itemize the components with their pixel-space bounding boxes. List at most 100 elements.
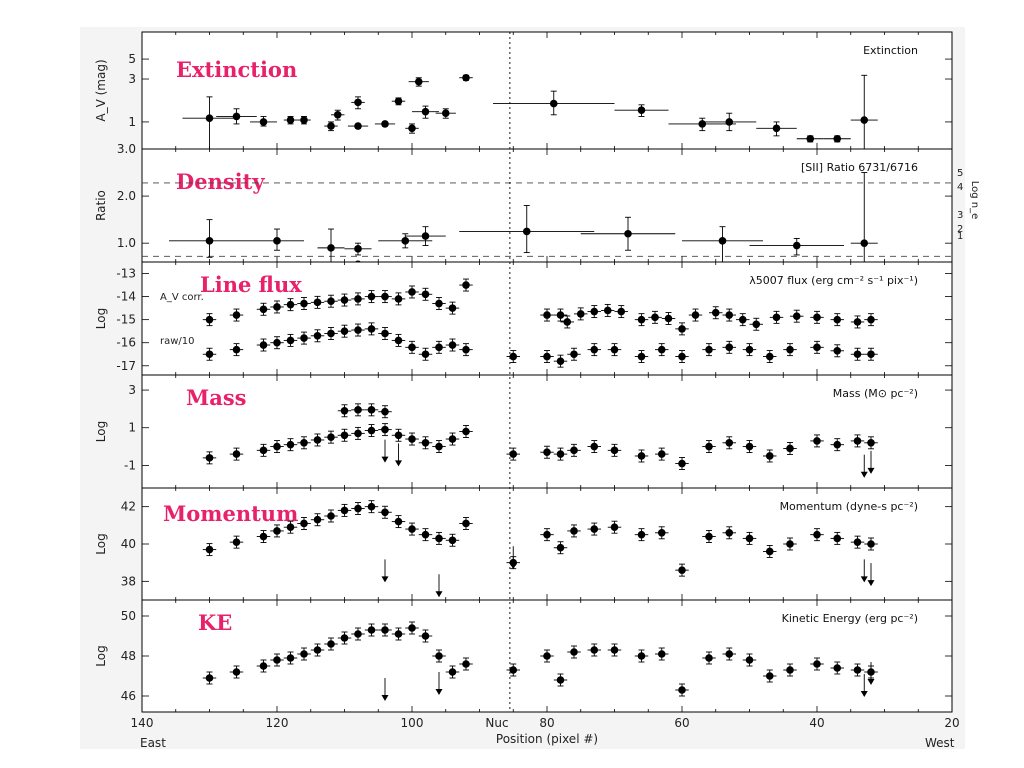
data-point: [556, 357, 565, 365]
panel-density: 1.0 2.0 3.0 Ratio [SII] Ratio 6731/6716 Densi…: [94, 142, 980, 269]
y-tick-label: 2.0: [117, 189, 136, 203]
data-point: [401, 237, 410, 245]
data-point: [637, 652, 646, 660]
data-point: [340, 406, 349, 415]
panel-frame: [141, 374, 953, 489]
data-point: [448, 341, 457, 349]
data-point: [563, 318, 572, 326]
overlay-label: Line flux: [200, 272, 302, 297]
upper-limit-arrow: [435, 591, 443, 598]
right-tick-label: 5: [957, 168, 963, 179]
data-point: [637, 106, 646, 115]
y-tick-label: 42: [121, 500, 136, 514]
data-point: [765, 547, 774, 556]
data-point: [543, 652, 551, 660]
data-point: [657, 529, 666, 537]
data-point: [718, 237, 727, 245]
data-point: [853, 666, 862, 674]
data-point: [205, 315, 214, 324]
data-point: [556, 676, 565, 684]
data-point: [637, 352, 646, 361]
data-point: [543, 448, 551, 457]
upper-limit-arrow: [381, 456, 389, 463]
data-point: [448, 435, 457, 443]
data-point: [853, 538, 862, 546]
data-point: [286, 116, 295, 124]
y-tick-label: 3: [128, 383, 136, 397]
data-point: [340, 296, 349, 304]
panel-title: λ5007 flux (erg cm⁻² s⁻¹ pix⁻¹): [749, 274, 918, 287]
data-point: [543, 352, 551, 361]
panel-mass: -1 1 3 Log Mass (M⊙ pc⁻²) Mass: [94, 374, 953, 489]
data-point: [813, 530, 821, 539]
x-tick-label: 60: [674, 716, 689, 730]
data-point: [340, 634, 349, 642]
x-tick-label: 100: [401, 716, 424, 730]
data-point: [543, 311, 551, 319]
data-point: [300, 299, 308, 308]
data-point: [421, 107, 430, 116]
data-point: [765, 452, 774, 460]
data-point: [853, 350, 862, 359]
y-tick-label: 50: [121, 609, 136, 623]
upper-limit-arrow: [509, 563, 517, 570]
data-point: [333, 111, 342, 119]
data-point: [698, 120, 707, 128]
data-point: [421, 350, 430, 359]
data-point: [327, 122, 335, 130]
y-tick-label: 40: [121, 537, 136, 551]
data-point: [678, 352, 686, 361]
data-point: [705, 532, 713, 541]
data-point: [610, 446, 619, 455]
data-point: [273, 338, 281, 347]
y-tick-label: -1: [124, 458, 136, 472]
data-point: [509, 666, 518, 674]
upper-limit-arrow: [381, 576, 389, 583]
data-point: [786, 666, 794, 674]
data-point: [705, 442, 713, 451]
data-point: [414, 77, 423, 86]
data-point: [259, 446, 268, 455]
data-point: [556, 450, 565, 458]
data-point: [232, 450, 241, 458]
overlay-label: Momentum: [163, 501, 298, 526]
data-point: [745, 442, 754, 451]
panel-title: Momentum (dyne-s pc⁻²): [780, 500, 918, 513]
data-point: [725, 343, 734, 352]
data-point: [259, 341, 268, 349]
y-tick-label: -13: [116, 267, 136, 281]
y-tick-label: 1: [128, 421, 136, 435]
panel-lineflux: -17 -16 -15 -14 -13 Log λ5007 flux (erg cm⁻² s…: [94, 261, 953, 376]
data-point: [624, 229, 632, 238]
data-point: [354, 504, 362, 513]
data-point: [286, 440, 295, 449]
y-tick-label: 3: [128, 72, 136, 86]
upper-limit-arrow: [860, 576, 868, 583]
data-point: [367, 426, 376, 435]
y-axis-label: Ratio: [94, 190, 108, 221]
data-point: [725, 439, 734, 447]
data-point: [205, 545, 214, 554]
data-point: [421, 439, 430, 447]
data-point: [340, 327, 349, 335]
data-point: [259, 662, 268, 670]
overlay-label: KE: [198, 610, 232, 635]
data-point: [570, 527, 578, 535]
data-point: [556, 311, 565, 319]
data-point: [394, 97, 403, 106]
data-point: [232, 345, 241, 354]
data-point: [590, 646, 599, 654]
data-point: [813, 313, 821, 322]
data-point: [590, 307, 599, 316]
data-point: [313, 331, 322, 340]
data-point: [678, 325, 686, 333]
data-point: [273, 442, 281, 451]
data-point: [610, 345, 619, 354]
right-tick-label: 4: [957, 182, 963, 193]
right-tick-label: 2: [957, 224, 963, 235]
data-point: [327, 297, 335, 306]
data-point: [462, 660, 470, 668]
y-tick-label: 1: [128, 115, 136, 129]
data-point: [570, 350, 578, 359]
data-point: [354, 98, 362, 107]
